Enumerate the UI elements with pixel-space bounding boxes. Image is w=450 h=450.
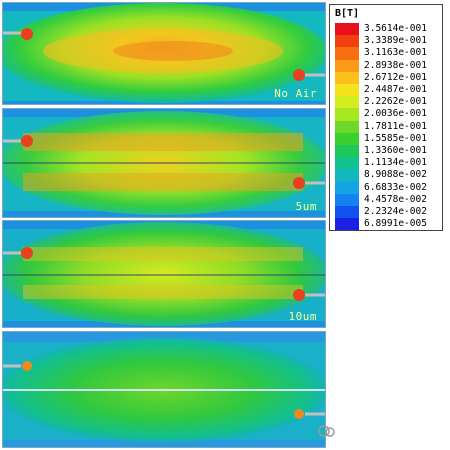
legend-entry: 2.0036e-001 [335, 108, 427, 121]
legend-title: B[T] [335, 8, 360, 19]
legend-swatch [335, 218, 359, 231]
legend-value: 1.5585e-001 [364, 132, 427, 144]
legend-entry: 8.9088e-002 [335, 169, 427, 182]
legend-swatch [335, 96, 359, 109]
legend-value: 3.3389e-001 [364, 35, 427, 47]
field-plot-5um: 5um [2, 108, 326, 218]
legend-value: 6.6833e-002 [364, 181, 427, 193]
legend-swatch [335, 169, 359, 182]
field-plot-4-image [3, 332, 325, 447]
legend-value: 1.3360e-001 [364, 144, 427, 156]
legend-swatch [335, 83, 359, 97]
legend-entry: 4.4578e-002 [335, 193, 427, 206]
legend-swatch [335, 193, 359, 206]
legend-entry: 1.3360e-001 [335, 144, 427, 158]
field-plot-10um: 10um [2, 220, 326, 328]
legend-swatch [335, 181, 359, 194]
panel-label-no-air: No Air [274, 87, 317, 100]
legend-entry: 2.4487e-001 [335, 83, 427, 97]
legend-swatch [335, 205, 359, 218]
legend-value: 3.1163e-001 [364, 47, 427, 59]
legend-swatch [335, 35, 359, 48]
color-legend: B[T] 3.5614e-001 3.3389e-001 3.1163e-001 2.… [329, 4, 443, 231]
legend-swatch [335, 157, 359, 170]
legend-value: 2.8938e-001 [364, 59, 427, 71]
legend-value: 1.7811e-001 [364, 120, 427, 132]
legend-entry: 3.5614e-001 [335, 23, 427, 36]
legend-swatch [335, 59, 359, 72]
legend-swatch [335, 132, 359, 145]
legend-entry: 6.8991e-005 [335, 218, 427, 231]
legend-entry: 1.7811e-001 [335, 120, 427, 133]
legend-value: 4.4578e-002 [364, 193, 427, 205]
legend-entry: 2.8938e-001 [335, 59, 427, 72]
panel-label-10um: 10um [288, 310, 317, 323]
legend-entry: 1.1134e-001 [335, 157, 427, 170]
legend-entry: 2.2324e-002 [335, 205, 427, 218]
legend-entry: 2.6712e-001 [335, 71, 427, 84]
legend-entry: 1.5585e-001 [335, 132, 427, 145]
legend-swatch [335, 144, 359, 158]
legend-swatch [335, 47, 359, 60]
panel-label-5um: 5um [295, 200, 317, 213]
legend-value: 2.6712e-001 [364, 71, 427, 83]
legend-swatch [335, 108, 359, 121]
legend-swatch [335, 71, 359, 84]
legend-value: 8.9088e-002 [364, 169, 427, 181]
watermark-logo-icon [318, 425, 335, 437]
field-plot-no-air: No Air [2, 2, 326, 105]
legend-rows: 3.5614e-001 3.3389e-001 3.1163e-001 2.8938e… [335, 23, 427, 231]
legend-value: 2.0036e-001 [364, 108, 427, 120]
legend-entry: 3.1163e-001 [335, 47, 427, 60]
field-plot-4 [2, 331, 326, 448]
field-plot-10um-image [3, 221, 325, 327]
legend-value: 2.4487e-001 [364, 84, 427, 96]
field-plot-no-air-image [3, 3, 325, 104]
legend-value: 2.2262e-001 [364, 96, 427, 108]
field-plot-5um-image [3, 109, 325, 217]
legend-value: 2.2324e-002 [364, 205, 427, 217]
legend-swatch [335, 120, 359, 133]
legend-entry: 6.6833e-002 [335, 181, 427, 194]
legend-swatch [335, 23, 359, 36]
legend-entry: 2.2262e-001 [335, 96, 427, 109]
legend-value: 1.1134e-001 [364, 157, 427, 169]
legend-entry: 3.3389e-001 [335, 35, 427, 48]
legend-value: 6.8991e-005 [364, 218, 427, 230]
legend-value: 3.5614e-001 [364, 23, 427, 35]
